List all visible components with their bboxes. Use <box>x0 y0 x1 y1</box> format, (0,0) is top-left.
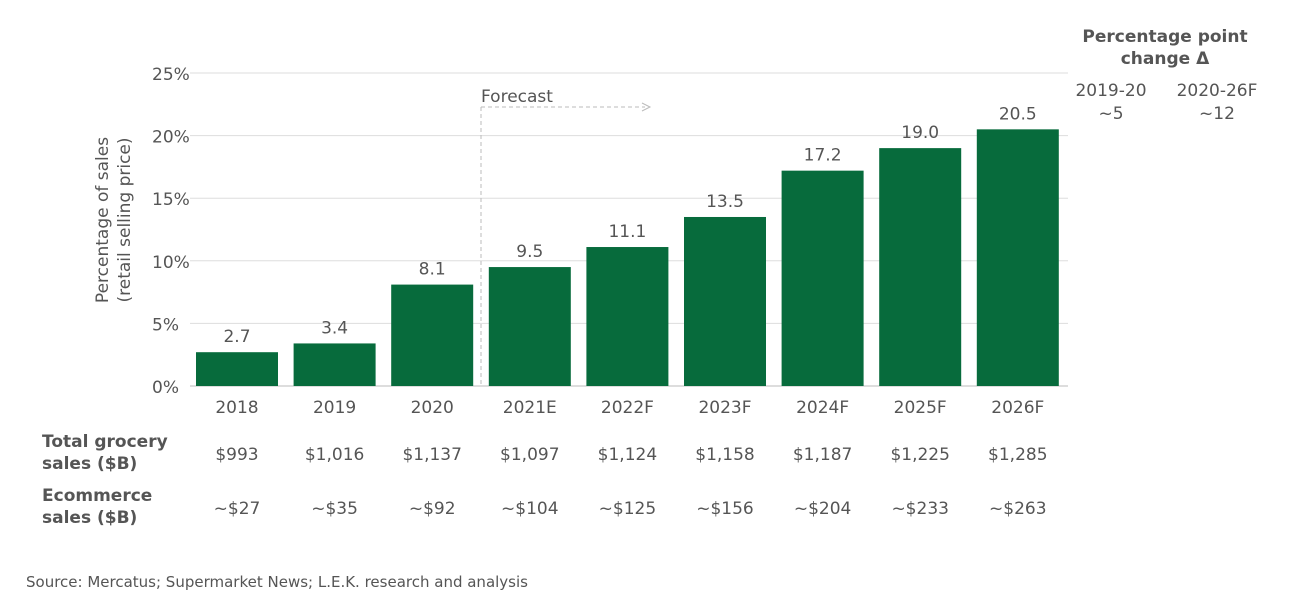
forecast-marker: Forecast <box>480 87 652 386</box>
bar-2024F <box>781 170 864 386</box>
arrow-head-icon <box>641 102 652 112</box>
table-cell: ~$263 <box>989 499 1047 519</box>
table-cell: $1,016 <box>305 445 364 465</box>
bar-value-label: 20.5 <box>999 104 1037 124</box>
y-tick-label: 20% <box>152 128 190 148</box>
table-cell: $1,158 <box>695 445 754 465</box>
y-tick-labels: 0% 5% 10% 15% 20% 25% <box>152 65 190 398</box>
table-cell: $1,285 <box>988 445 1047 465</box>
source-note: Source: Mercatus; Supermarket News; L.E.… <box>26 573 528 591</box>
x-tick-label: 2018 <box>215 398 258 418</box>
table-cell: ~$35 <box>311 499 358 519</box>
side-panel-title: change Δ <box>1121 49 1210 69</box>
table-cell: ~$104 <box>501 499 559 519</box>
x-tick-label: 2023F <box>698 398 751 418</box>
y-tick-label: 0% <box>152 378 179 398</box>
y-axis-label-line1: Percentage of sales <box>93 137 113 303</box>
x-tick-label: 2024F <box>796 398 849 418</box>
bar-value-label: 9.5 <box>516 242 543 262</box>
table-cell: ~$27 <box>214 499 261 519</box>
table-row-label: sales ($B) <box>42 508 137 528</box>
table-row-label: Total grocery <box>42 432 168 452</box>
bar-value-label: 13.5 <box>706 192 744 212</box>
bars: 2.7 2018 3.4 2019 8.1 2020 9.5 2021E 11.1 2022F 13… <box>196 104 1059 418</box>
table-cell: $993 <box>215 445 258 465</box>
side-panel-period: 2019-20 <box>1075 81 1146 101</box>
bar-value-label: 19.0 <box>901 123 939 143</box>
x-tick-label: 2021E <box>503 398 557 418</box>
bar-value-label: 2.7 <box>223 327 250 347</box>
y-tick-label: 10% <box>152 253 190 273</box>
y-axis-label-line2: (retail selling price) <box>115 137 135 302</box>
y-tick-label: 15% <box>152 190 190 210</box>
table-cell: $1,187 <box>793 445 852 465</box>
side-panel-value: ~5 <box>1098 104 1123 124</box>
table-cell: $1,225 <box>890 445 949 465</box>
bar-value-label: 3.4 <box>321 318 348 338</box>
table-cell: $1,124 <box>598 445 657 465</box>
y-tick-label: 5% <box>152 315 179 335</box>
side-panel-period: 2020-26F <box>1177 81 1258 101</box>
table-cell: ~$156 <box>696 499 754 519</box>
table-row-label: sales ($B) <box>42 454 137 474</box>
bar-value-label: 11.1 <box>608 222 646 242</box>
bar-2025F <box>879 148 962 386</box>
x-tick-label: 2026F <box>991 398 1044 418</box>
bar-2022F <box>586 247 669 386</box>
bar-2018 <box>196 352 278 386</box>
table-cell: ~$204 <box>794 499 852 519</box>
table-cell: $1,097 <box>500 445 559 465</box>
bar-2019 <box>293 343 376 386</box>
x-tick-label: 2020 <box>411 398 454 418</box>
x-tick-label: 2019 <box>313 398 356 418</box>
x-tick-label: 2025F <box>894 398 947 418</box>
y-tick-label: 25% <box>152 65 190 85</box>
bar-value-label: 8.1 <box>419 260 446 280</box>
x-tick-label: 2022F <box>601 398 654 418</box>
bar-2023F <box>684 216 766 386</box>
bar-2021E <box>488 267 571 386</box>
table-row-label: Ecommerce <box>42 486 152 506</box>
table-cell: ~$233 <box>891 499 949 519</box>
bar-2026F <box>976 129 1059 386</box>
side-panel-title: Percentage point <box>1082 27 1247 47</box>
table-cell: $1,137 <box>402 445 461 465</box>
bar-value-label: 17.2 <box>804 146 842 166</box>
forecast-label: Forecast <box>481 87 553 107</box>
side-panel-value: ~12 <box>1199 104 1235 124</box>
table-cell: ~$125 <box>599 499 657 519</box>
bar-2020 <box>391 284 474 386</box>
table-cell: ~$92 <box>409 499 456 519</box>
